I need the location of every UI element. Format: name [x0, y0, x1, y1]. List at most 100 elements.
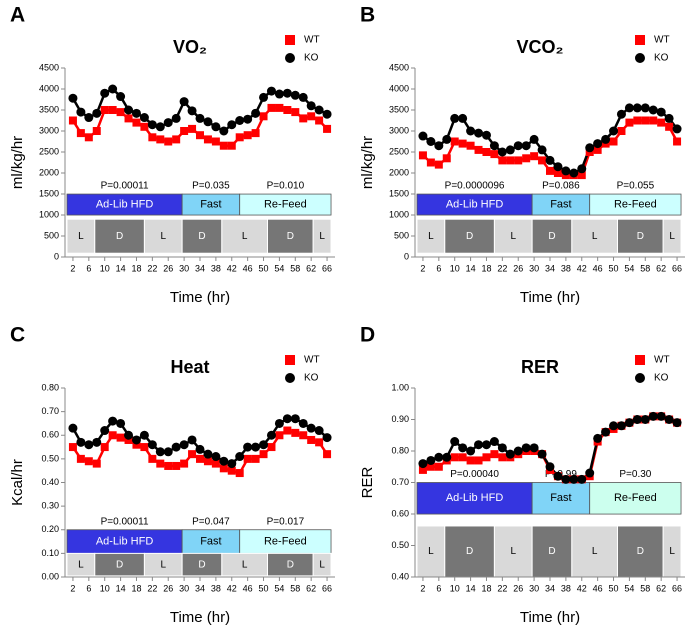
legend-marker [635, 53, 645, 63]
marker [522, 154, 531, 163]
x-tick-label: 22 [147, 263, 157, 273]
chart-title: VCO₂ [516, 37, 563, 57]
x-tick-label: 6 [436, 263, 441, 273]
marker [307, 435, 316, 444]
marker [180, 127, 189, 135]
x-tick-label: 18 [481, 263, 491, 273]
marker [474, 128, 484, 138]
marker [426, 137, 436, 146]
marker [259, 112, 268, 121]
x-tick-label: 34 [545, 263, 555, 273]
marker [195, 113, 205, 123]
phase-label: Re-Feed [264, 198, 307, 210]
marker [227, 141, 236, 150]
marker [617, 127, 626, 135]
marker [251, 454, 260, 463]
marker [450, 113, 460, 123]
marker [458, 113, 468, 123]
day-night-label: L [428, 546, 434, 557]
marker [649, 116, 658, 125]
p-value: P=0.010 [267, 181, 305, 192]
marker [299, 431, 308, 440]
marker [163, 447, 173, 457]
marker [497, 443, 507, 453]
y-tick-label: 0.60 [41, 430, 59, 440]
phase-label: Ad-Lib HFD [446, 492, 504, 504]
x-tick-label: 6 [86, 263, 91, 273]
marker [418, 465, 427, 474]
phase-label: Re-Feed [264, 535, 307, 547]
x-tick-label: 38 [211, 583, 221, 593]
marker [657, 118, 666, 127]
y-tick-label: 0.50 [391, 540, 409, 550]
marker [672, 124, 682, 134]
marker [490, 150, 499, 159]
p-value: P=0.086 [542, 181, 580, 192]
x-tick-label: 50 [259, 583, 269, 593]
marker [259, 92, 269, 102]
marker [513, 446, 523, 456]
marker [498, 156, 507, 165]
marker [171, 113, 181, 123]
legend-label: WT [654, 35, 670, 46]
marker [545, 155, 555, 165]
marker [203, 117, 213, 127]
marker [171, 442, 181, 452]
marker [640, 103, 650, 113]
panel: B VCO₂ Time (hr) ml/kg/hr Ad-Lib HFD P=0.0000… [359, 4, 685, 306]
marker [609, 421, 619, 431]
day-night-label: L [242, 231, 248, 242]
y-tick-label: 1500 [39, 188, 59, 198]
marker [641, 116, 650, 125]
x-axis-label: Time (hr) [170, 609, 230, 626]
x-axis-label: Time (hr) [520, 609, 580, 626]
marker [609, 126, 619, 136]
marker [187, 106, 197, 116]
x-tick-label: 58 [290, 583, 300, 593]
marker [140, 122, 149, 131]
marker [498, 453, 507, 462]
y-tick-label: 3000 [389, 125, 409, 135]
phase-label: Ad-Lib HFD [96, 535, 154, 547]
marker [632, 415, 642, 424]
day-night-label: L [78, 559, 84, 570]
marker [76, 437, 86, 447]
marker [100, 426, 110, 436]
day-night-box [94, 218, 145, 254]
marker [180, 459, 189, 468]
marker [481, 130, 491, 140]
marker [164, 461, 173, 470]
x-axis-label: Time (hr) [520, 289, 580, 306]
marker [466, 126, 476, 136]
x-tick-label: 10 [450, 583, 460, 593]
day-night-label: L [592, 231, 598, 242]
phase-label: Ad-Lib HFD [446, 198, 504, 210]
marker [92, 459, 101, 468]
marker [274, 418, 284, 428]
marker [108, 84, 118, 94]
marker [553, 471, 563, 481]
marker [298, 418, 308, 428]
marker [124, 114, 133, 123]
x-tick-label: 62 [306, 583, 316, 593]
marker [648, 411, 658, 421]
day-night-label: L [669, 231, 675, 242]
marker [577, 474, 587, 484]
phase-box [239, 193, 332, 216]
marker [68, 443, 77, 452]
day-night-label: L [242, 559, 248, 570]
marker [633, 116, 642, 125]
marker [513, 141, 523, 151]
x-tick-label: 14 [466, 583, 476, 593]
marker [665, 122, 674, 131]
marker [219, 456, 229, 466]
marker [458, 443, 468, 453]
y-tick-label: 0 [404, 251, 409, 261]
marker [116, 92, 126, 102]
marker [92, 437, 102, 447]
panel-letter: B [360, 4, 375, 27]
marker [68, 423, 78, 433]
y-tick-label: 0.30 [41, 501, 59, 511]
marker [466, 141, 475, 150]
marker [298, 92, 308, 102]
